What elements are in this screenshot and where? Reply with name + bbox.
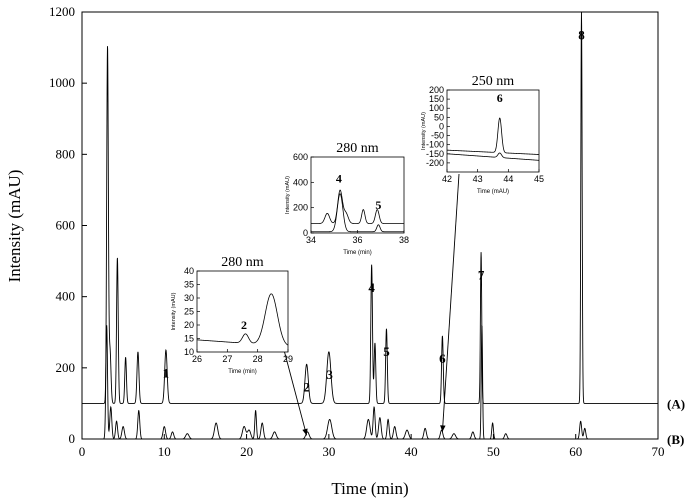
inset-peak-label: 2	[241, 318, 247, 332]
inset-y-tick-label: -200	[426, 158, 444, 168]
inset-x-tick-label: 42	[442, 174, 452, 184]
inset-x-label: Time (min)	[343, 250, 371, 256]
inset-y-tick-label: 0	[439, 121, 444, 131]
y-tick-label: 0	[69, 431, 76, 446]
inset-x-tick-label: 45	[534, 174, 544, 184]
inset-y-tick-label: -150	[426, 149, 444, 159]
inset-x-tick-label: 34	[306, 235, 316, 245]
inset-title: 280 nm	[336, 141, 379, 156]
inset-pointer-arrowhead	[302, 428, 308, 436]
inset-x-tick-label: 44	[503, 174, 513, 184]
inset-x-tick-label: 27	[222, 354, 232, 364]
series-line-a	[82, 12, 658, 404]
inset-peak-label: 4	[336, 171, 342, 185]
series-lines	[82, 12, 658, 440]
inset-peak-label: 5	[375, 198, 381, 212]
inset-curve	[196, 293, 289, 346]
x-tick-label: 30	[322, 444, 335, 459]
inset-pointer-line	[441, 173, 460, 432]
inset-title: 250 nm	[472, 74, 515, 89]
inset-pointer-arrowhead	[440, 425, 446, 432]
inset-x-tick-label: 36	[352, 235, 362, 245]
inset-2: 34 36 38 0 200 400 600 280 nm Time (min) Intensit…	[285, 141, 409, 256]
y-axis-ticks: 0 200 400 600 800 1000 1200	[49, 4, 87, 446]
inset-y-tick-label: 30	[184, 293, 194, 303]
x-tick-label: 40	[405, 444, 418, 459]
inset-y-tick-label: 0	[303, 228, 308, 238]
peak-label: 5	[383, 344, 390, 359]
inset-y-tick-label: 25	[184, 307, 194, 317]
series-line-b	[82, 325, 658, 440]
y-tick-label: 400	[56, 289, 76, 304]
series-label-a: (A)	[667, 396, 685, 411]
inset-y-tick-label: 20	[184, 320, 194, 330]
inset-y-label: Intensity (mAU)	[421, 112, 427, 150]
inset-y-tick-label: 100	[429, 103, 444, 113]
inset-frame	[196, 270, 289, 353]
y-tick-label: 1000	[49, 75, 75, 90]
x-tick-label: 10	[158, 444, 171, 459]
x-axis-ticks: 0 10 20 30 40 50 60 70	[79, 434, 665, 459]
inset-y-label: Intensity (mAU)	[285, 176, 291, 214]
x-tick-label: 60	[569, 444, 582, 459]
inset-curve	[446, 152, 540, 161]
peak-label: 2	[303, 380, 310, 395]
inset-y-tick-label: 200	[429, 85, 444, 95]
inset-x-tick-label: 26	[192, 354, 202, 364]
x-tick-label: 20	[240, 444, 253, 459]
peak-label: 4	[368, 280, 375, 295]
inset-title: 280 nm	[221, 255, 264, 270]
inset-frame	[446, 89, 540, 173]
inset-y-label: Intensity (mAU)	[171, 292, 177, 330]
inset-x-tick-label: 28	[253, 354, 263, 364]
series-labels: (A) (B)	[667, 396, 685, 447]
peak-label: 8	[578, 27, 585, 42]
inset-y-tick-label: 40	[184, 266, 194, 276]
inset-y-tick-label: 15	[184, 334, 194, 344]
peak-label: 6	[439, 351, 446, 366]
inset-peak-label: 6	[497, 91, 503, 105]
inset-curve	[446, 117, 540, 155]
inset-y-tick-label: 400	[293, 177, 308, 187]
peak-label: 3	[326, 367, 333, 382]
inset-y-tick-label: -100	[426, 140, 444, 150]
inset-y-tick-label: 200	[293, 203, 308, 213]
inset-y-tick-label: 600	[293, 152, 308, 162]
inset-y-tick-label: 35	[184, 280, 194, 290]
y-tick-label: 200	[56, 360, 76, 375]
inset-y-tick-label: 150	[429, 94, 444, 104]
x-tick-label: 50	[487, 444, 500, 459]
peak-label: 1	[163, 365, 170, 380]
inset-pointer-line	[283, 349, 308, 436]
inset-y-tick-label: 50	[434, 112, 444, 122]
y-tick-label: 1200	[49, 4, 75, 19]
inset-curve	[311, 189, 404, 224]
inset-y-tick-label: 10	[184, 347, 194, 357]
inset-y-tick-label: -50	[431, 131, 444, 141]
y-tick-label: 800	[56, 146, 76, 161]
peak-label: 7	[478, 268, 485, 283]
inset-curve	[311, 193, 404, 233]
series-label-b: (B)	[667, 432, 684, 447]
inset-x-tick-label: 43	[473, 174, 483, 184]
y-axis-label: Intensity (mAU)	[5, 170, 24, 283]
inset-x-label: Time (min)	[228, 369, 256, 375]
inset-x-tick-label: 29	[283, 354, 293, 364]
x-tick-label: 0	[79, 444, 86, 459]
inset-frame	[310, 156, 405, 234]
x-axis-label: Time (min)	[331, 479, 408, 498]
inset-x-tick-label: 38	[399, 235, 409, 245]
x-tick-label: 70	[652, 444, 665, 459]
inset-pointer-lines	[283, 173, 460, 436]
inset-x-label: Time (mAU)	[477, 189, 509, 195]
y-tick-label: 600	[56, 218, 76, 233]
inset-1: 26 27 28 29 10 15 20 25 30 35 40 280 nm Time (min) In…	[171, 255, 293, 375]
